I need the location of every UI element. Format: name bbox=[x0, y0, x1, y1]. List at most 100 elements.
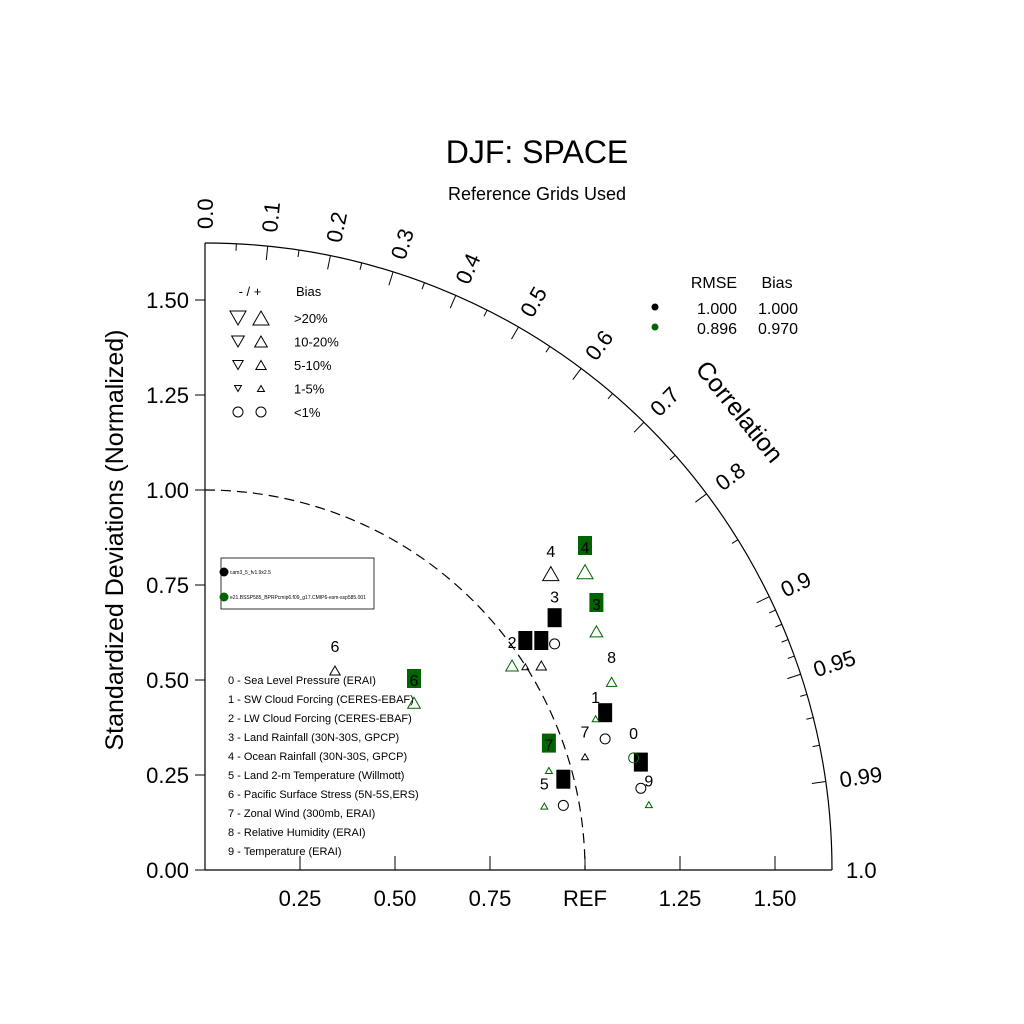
rmse-value: 1.000 bbox=[697, 301, 737, 318]
case-legend: cam3_5_fv1.9x2.5 e21.BSSP585_BPRPcmip6.f0… bbox=[219, 557, 375, 610]
data-point-label: 7 bbox=[581, 724, 590, 741]
data-point-label: 8 bbox=[537, 635, 546, 652]
correlation-tick bbox=[327, 255, 331, 270]
data-point-marker bbox=[540, 802, 549, 810]
x-tick-label: 0.75 bbox=[469, 886, 512, 911]
correlation-minor-tick bbox=[781, 639, 789, 643]
rmse-legend-dot bbox=[651, 323, 659, 331]
data-point-marker bbox=[589, 624, 604, 638]
data-point-marker bbox=[406, 696, 422, 709]
correlation-tick bbox=[449, 295, 457, 309]
x-tick-label: 1.50 bbox=[754, 886, 797, 911]
variable-legend-item: 8 - Relative Humidity (ERAI) bbox=[228, 827, 366, 839]
data-point-marker bbox=[535, 660, 548, 671]
correlation-tick-label: 0.2 bbox=[321, 210, 352, 245]
correlation-tick-label: 0.99 bbox=[838, 762, 884, 793]
correlation-minor-tick bbox=[421, 282, 425, 290]
bias-legend-neg-marker bbox=[231, 360, 245, 371]
correlation-tick bbox=[265, 246, 269, 261]
correlation-minor-tick bbox=[545, 346, 551, 353]
data-point-label-box bbox=[518, 631, 533, 650]
rmse-value: 0.896 bbox=[697, 321, 737, 338]
data-point-marker bbox=[580, 752, 590, 761]
correlation-tick bbox=[756, 596, 770, 604]
bias-legend-pos-marker bbox=[256, 384, 266, 392]
correlation-tick-label: 0.1 bbox=[257, 201, 285, 234]
x-tick-label: 1.25 bbox=[659, 886, 702, 911]
data-point-label: 6 bbox=[331, 639, 340, 656]
case-legend-dot bbox=[219, 567, 229, 577]
data-point-marker bbox=[644, 800, 654, 809]
correlation-tick-label: 0.8 bbox=[711, 457, 750, 495]
reference-std-arc bbox=[204, 489, 586, 871]
correlation-tick-label: 0.6 bbox=[580, 326, 618, 365]
bias-legend-label: 5-10% bbox=[294, 358, 332, 373]
correlation-minor-tick bbox=[775, 623, 783, 628]
data-point-label: 9 bbox=[644, 774, 653, 791]
data-point-marker bbox=[557, 799, 569, 811]
bias-legend-sign-header: - / + bbox=[239, 284, 262, 299]
data-point-label: 2 bbox=[508, 635, 517, 652]
correlation-tick bbox=[511, 326, 519, 340]
axes: 0.000.250.500.751.001.251.500.25 0.50 0.75… bbox=[146, 243, 832, 911]
y-axis-label: Standardized Deviations (Normalized) bbox=[101, 329, 129, 750]
correlation-minor-tick bbox=[607, 393, 613, 400]
correlation-tick bbox=[787, 673, 801, 680]
variable-legend: 0 - Sea Level Pressure (ERAI) 1 - SW Clou… bbox=[228, 675, 419, 858]
correlation-tick-label: 0.4 bbox=[450, 250, 485, 288]
data-point-label: 9 bbox=[636, 757, 645, 774]
chart-title: DJF: SPACE bbox=[446, 134, 629, 170]
data-point-label-box bbox=[556, 769, 571, 789]
correlation-minor-tick bbox=[297, 250, 300, 258]
rmse-legend-dot bbox=[651, 303, 659, 311]
bias-legend-neg-marker bbox=[232, 406, 244, 418]
data-point-marker bbox=[521, 662, 530, 671]
y-tick-label: 1.25 bbox=[146, 383, 189, 408]
data-point-label-box bbox=[598, 703, 613, 723]
data-point-label: 8 bbox=[607, 650, 616, 667]
data-point-label: 6 bbox=[410, 673, 419, 690]
correlation-minor-tick bbox=[812, 744, 820, 748]
data-point-label: 1 bbox=[521, 635, 530, 652]
variable-legend-item: 3 - Land Rainfall (30N-30S, GPCP) bbox=[228, 732, 399, 744]
correlation-minor-tick bbox=[669, 454, 676, 461]
correlation-minor-tick bbox=[800, 693, 808, 697]
variable-legend-item: 7 - Zonal Wind (300mb, ERAI) bbox=[228, 808, 375, 820]
correlation-tick-label: 0.5 bbox=[515, 282, 552, 321]
correlation-tick-label: 0.7 bbox=[645, 382, 684, 421]
correlation-minor-tick bbox=[731, 539, 739, 544]
bias-legend-label: 10-20% bbox=[294, 335, 339, 350]
variable-legend-item: 0 - Sea Level Pressure (ERAI) bbox=[228, 675, 376, 687]
data-point-marker bbox=[328, 664, 341, 676]
bias-value: 1.000 bbox=[758, 301, 798, 318]
correlation-tick-label: 0.0 bbox=[193, 198, 218, 229]
bias-legend-pos-marker bbox=[252, 309, 270, 326]
data-point-marker bbox=[628, 752, 640, 764]
data-point-marker bbox=[544, 766, 554, 774]
correlation-arc bbox=[204, 242, 833, 871]
data-point-label: 3 bbox=[592, 597, 601, 614]
correlation-tick-label: 0.9 bbox=[777, 566, 815, 602]
y-tick-label: 0.50 bbox=[146, 668, 189, 693]
data-point-marker bbox=[576, 563, 594, 580]
bias-legend: - / + Bias >20% 10-20% 5-10% 1-5% <1% bbox=[229, 284, 339, 420]
correlation-tick bbox=[633, 421, 645, 433]
bias-legend-label: <1% bbox=[294, 405, 321, 420]
data-point-marker bbox=[549, 638, 561, 650]
data-point-marker bbox=[599, 733, 611, 745]
data-point-marker bbox=[635, 782, 647, 794]
y-tick-label: 1.00 bbox=[146, 478, 189, 503]
correlation-minor-tick bbox=[359, 262, 363, 270]
data-point-label: 5 bbox=[559, 774, 568, 791]
x-tick-label: 0.50 bbox=[374, 886, 417, 911]
case-legend-name: e21.BSSP585_BPRPcmip6.f09_g17.CMIP6-esm-… bbox=[230, 595, 366, 601]
bias-legend-bias-header: Bias bbox=[296, 284, 322, 299]
bias-legend-pos-marker bbox=[255, 406, 267, 418]
bias-legend-neg-marker bbox=[233, 385, 243, 393]
y-tick-label: 0.75 bbox=[146, 573, 189, 598]
correlation-tick bbox=[811, 781, 826, 785]
bias-legend-label: 1-5% bbox=[294, 382, 325, 397]
x-tick-label: 0.25 bbox=[279, 886, 322, 911]
